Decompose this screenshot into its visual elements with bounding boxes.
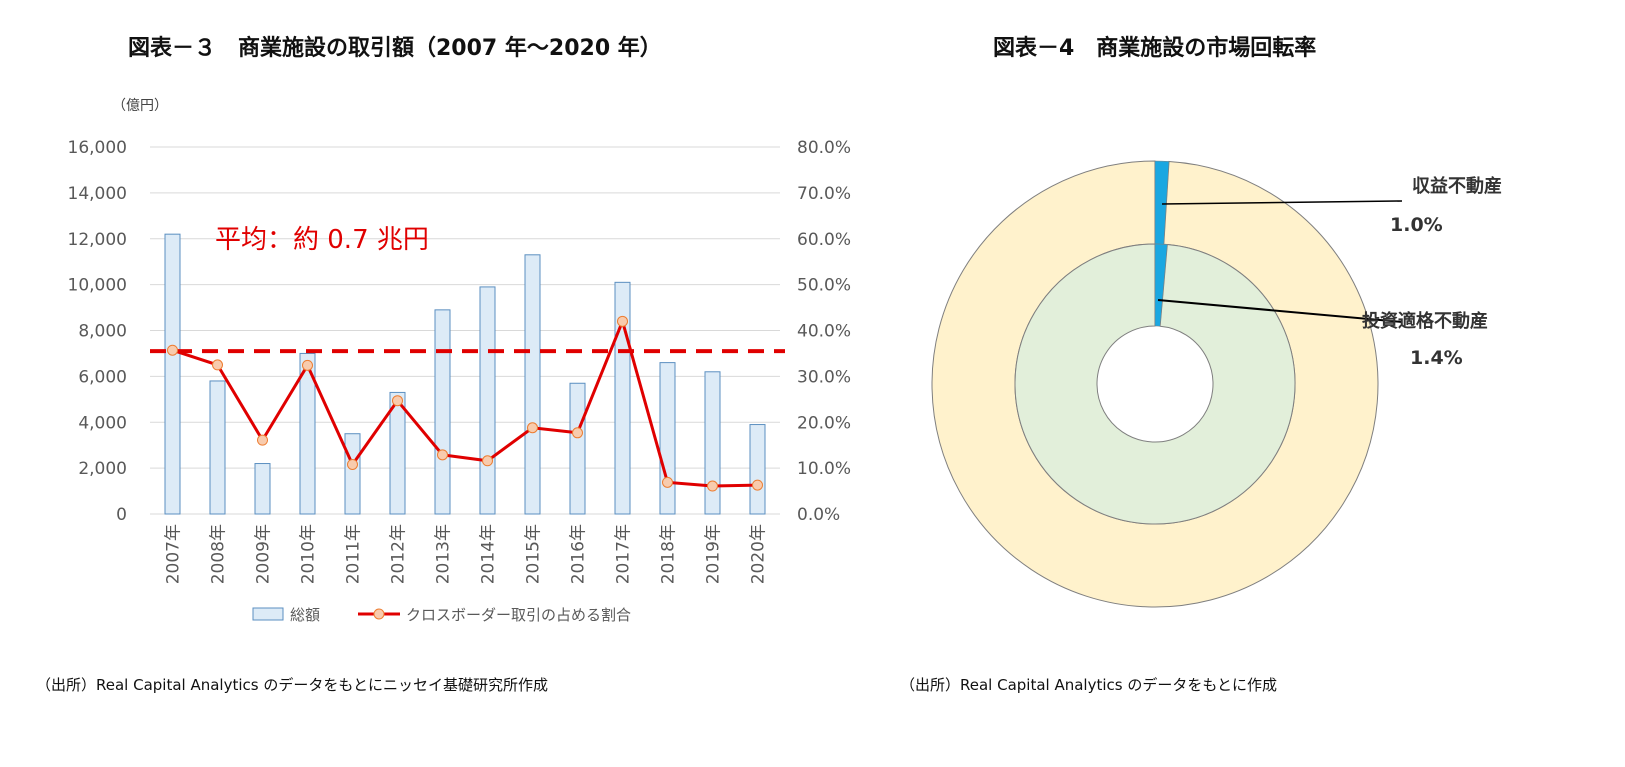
x-tick-label: 2011年 [344,524,364,584]
average-label: 平均：約 0.7 兆円 [215,225,429,255]
x-tick-label: 2016年 [569,524,589,584]
leader-line-1 [1161,200,1403,205]
y2-tick-label: 0.0% [797,505,840,525]
bar [344,433,361,515]
line-marker [392,395,403,407]
leader-line-2 [1157,299,1403,323]
legend-swatch-total [252,607,284,621]
line-marker [167,344,178,356]
line-marker [212,359,223,371]
y-tick-label: 12,000 [68,230,127,250]
x-tick-label: 2020年 [749,524,769,584]
market-turnover-donut-chart: 収益不動産 1.0% 投資適格不動産 1.4% [931,160,1502,608]
bar [254,463,271,515]
x-tick-label: 2008年 [209,524,229,584]
line-marker [617,315,628,327]
y-tick-label: 0 [116,505,127,525]
y2-tick-label: 30.0% [797,367,851,387]
bar [704,371,721,515]
left-source-note: （出所）Real Capital Analytics のデータをもとにニッセイ基… [36,676,549,694]
bar [434,309,451,515]
line-marker [662,476,673,488]
x-tick-label: 2012年 [389,524,409,584]
ring-label-name: 投資適格不動産 [1362,310,1488,332]
x-tick-label: 2014年 [479,524,499,584]
legend-label-cross-border: クロスボーダー取引の占める割合 [406,606,631,624]
line-marker [527,422,538,434]
line-marker [257,434,268,446]
x-tick-label: 2018年 [659,524,679,584]
x-tick-label: 2013年 [434,524,454,584]
right-chart-title: 図表－4 商業施設の市場回転率 [993,36,1317,61]
x-tick-label: 2007年 [164,524,184,584]
bar [479,286,496,515]
y-tick-label: 8,000 [78,322,127,342]
x-tick-label: 2019年 [704,524,724,584]
line-marker [347,458,358,470]
y-tick-label: 14,000 [68,184,127,204]
bar [299,352,316,515]
y-axis-label: （億円） [112,98,168,114]
line-marker [302,359,313,371]
bar [749,424,766,515]
y2-tick-label: 10.0% [797,459,851,479]
bar [164,233,181,515]
line-marker [572,427,583,439]
cross-border-line [172,316,758,488]
ring-label-name: 収益不動産 [1412,175,1502,197]
bar [569,382,586,515]
right-source-note: （出所）Real Capital Analytics のデータをもとに作成 [900,676,1278,694]
line-marker [707,480,718,492]
y-tick-label: 4,000 [78,413,127,433]
donut-highlight-slice [1154,243,1168,327]
bar [389,391,406,515]
bar [659,362,676,515]
x-tick-label: 2015年 [524,524,544,584]
y-tick-label: 10,000 [68,276,127,296]
ring-label-value: 1.4% [1410,347,1463,369]
bar [209,380,226,515]
y2-tick-label: 60.0% [797,230,851,250]
y2-tick-label: 20.0% [797,413,851,433]
x-tick-label: 2017年 [614,524,634,584]
y-tick-label: 2,000 [78,459,127,479]
legend-marker [373,608,385,620]
x-tick-label: 2010年 [299,524,319,584]
y-tick-label: 16,000 [68,138,127,158]
y2-tick-label: 70.0% [797,184,851,204]
y2-tick-label: 40.0% [797,322,851,342]
bar [524,254,541,515]
legend-label-total: 総額 [290,606,320,624]
line-marker [437,449,448,461]
transaction-volume-chart: （億円） 0 0.0% 2,000 10.0% 4,000 20.0% 6,000 30.0% 8… [68,98,852,624]
x-tick-label: 2009年 [254,524,274,584]
y2-tick-label: 80.0% [797,138,851,158]
ring-label-value: 1.0% [1390,214,1443,236]
y-tick-label: 6,000 [78,367,127,387]
line-marker [752,479,763,491]
line-marker [482,455,493,467]
donut-rest-slice [1014,243,1296,525]
y2-tick-label: 50.0% [797,276,851,296]
left-chart-title: 図表－３ 商業施設の取引額（2007 年～2020 年） [128,36,662,61]
